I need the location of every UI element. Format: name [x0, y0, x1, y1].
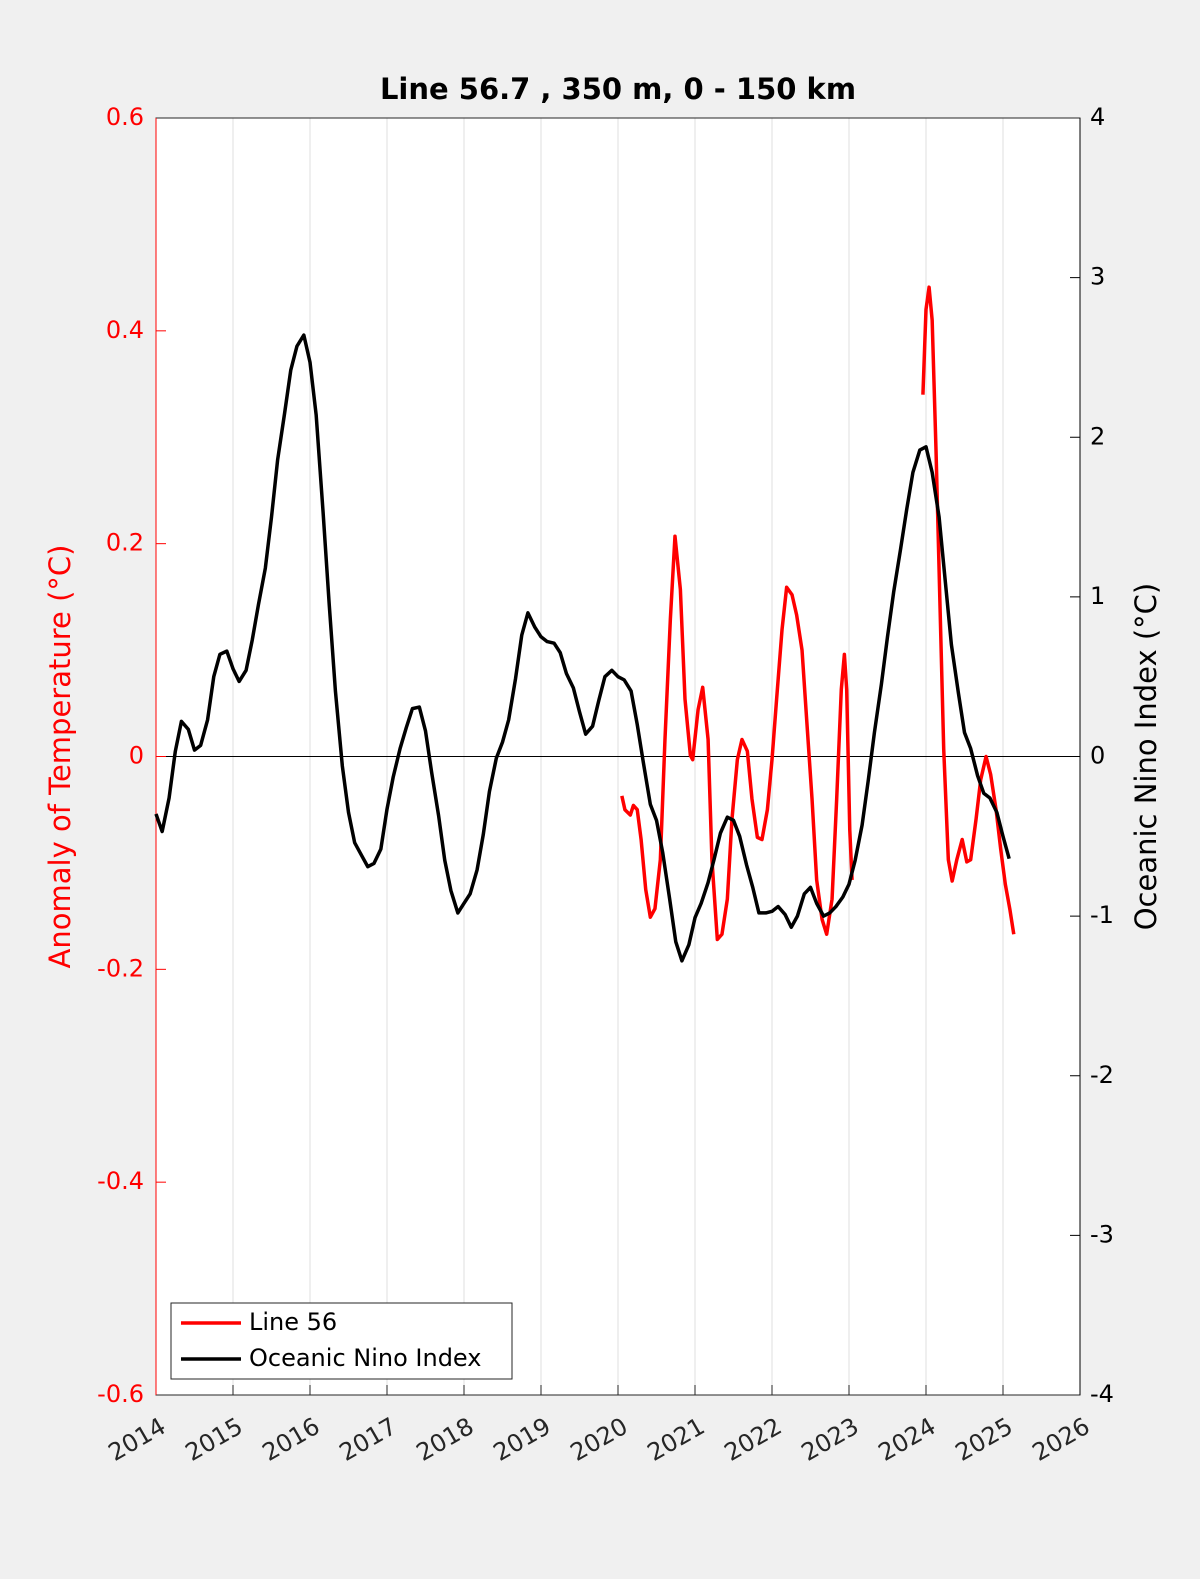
y2-axis-label: Oceanic Nino Index (°C)	[1129, 583, 1163, 931]
y2-tick-label: -4	[1090, 1380, 1114, 1408]
y2-tick-label: 3	[1090, 263, 1105, 291]
legend-label: Line 56	[249, 1308, 337, 1336]
x-tick-label: 2024	[874, 1412, 941, 1467]
y-tick-label: 0.6	[106, 103, 144, 131]
x-tick-label: 2025	[951, 1412, 1018, 1467]
x-tick-label: 2026	[1028, 1412, 1095, 1467]
x-tick-label: 2021	[643, 1412, 710, 1467]
y-tick-label: -0.2	[97, 954, 144, 982]
y-axis-label: Anomaly of Temperature (°C)	[43, 545, 77, 969]
y2-tick-label: -1	[1090, 901, 1114, 929]
x-tick-label: 2014	[104, 1412, 171, 1467]
y2-tick-label: 4	[1090, 103, 1105, 131]
y-tick-label: -0.6	[97, 1380, 144, 1408]
data-line	[620, 285, 1016, 942]
y2-tick-label: 1	[1090, 582, 1105, 610]
legend-label: Oceanic Nino Index	[249, 1344, 481, 1372]
data-line	[154, 333, 1011, 963]
x-tick-label: 2022	[720, 1412, 787, 1467]
legend-box	[170, 1302, 513, 1380]
chart-title: Line 56.7 , 350 m, 0 - 150 km	[380, 72, 856, 106]
y2-tick-label: 2	[1090, 422, 1105, 450]
x-tick-label: 2015	[181, 1412, 248, 1467]
x-tick-label: 2018	[412, 1412, 479, 1467]
x-tick-label: 2020	[566, 1412, 633, 1467]
y2-tick-label: -2	[1090, 1061, 1114, 1089]
x-tick-label: 2016	[258, 1412, 325, 1467]
y2-tick-label: -3	[1090, 1220, 1114, 1248]
y2-tick-label: 0	[1090, 742, 1105, 770]
x-tick-label: 2023	[797, 1412, 864, 1467]
x-tick-label: 2017	[335, 1412, 402, 1467]
y-tick-label: 0	[129, 742, 144, 770]
y-tick-label: 0.4	[106, 316, 144, 344]
y-tick-label: 0.2	[106, 529, 144, 557]
x-tick-label: 2019	[489, 1412, 556, 1467]
y-tick-label: -0.4	[97, 1167, 144, 1195]
